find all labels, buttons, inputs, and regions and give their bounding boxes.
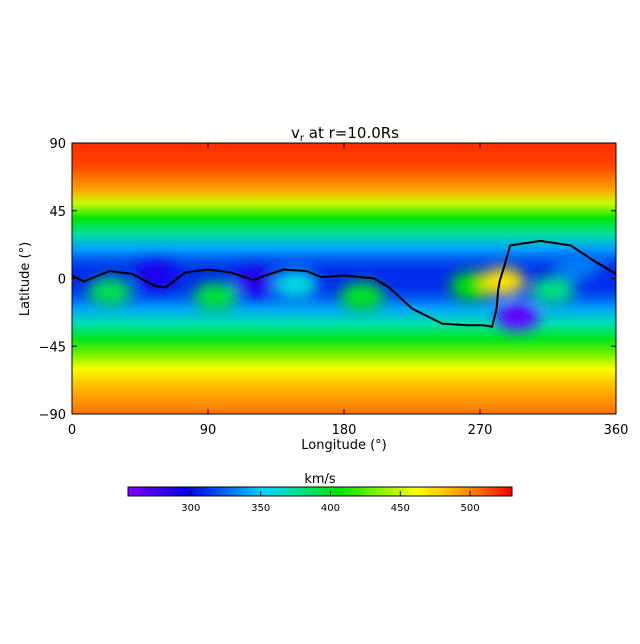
x-tick-label: 270 [468, 423, 493, 438]
chart-title-main: v [291, 124, 300, 142]
y-tick-label: 0 [58, 273, 66, 288]
speed-feature-10 [556, 252, 601, 281]
colorbar-tick-label: 500 [461, 503, 480, 514]
speed-feature-3 [340, 282, 385, 311]
y-axis-label: Latitude (°) [18, 242, 33, 316]
colorbar [127, 486, 513, 497]
x-tick-label: 0 [68, 423, 76, 438]
heatmap-features [87, 252, 601, 331]
speed-feature-9 [133, 261, 178, 290]
x-tick-label: 360 [604, 423, 629, 438]
speed-feature-0 [87, 278, 132, 307]
x-axis: 0 90 180 270 360 [68, 143, 629, 438]
speed-feature-1 [193, 282, 238, 311]
colorbar-tick-label: 350 [251, 503, 270, 514]
colorbar-label: km/s [304, 472, 336, 487]
colorbar-tick-label: 400 [321, 503, 340, 514]
chart-title-rest: at r=10.0Rs [304, 124, 399, 142]
speed-feature-8 [231, 267, 276, 296]
speed-feature-2 [273, 270, 318, 299]
neutral-line [72, 239, 616, 328]
y-tick-label: 45 [49, 205, 66, 220]
y-tick-label: −45 [39, 340, 66, 355]
colorbar-ticks: 300 350 400 450 500 [181, 491, 480, 514]
y-tick-label: 90 [49, 137, 66, 152]
y-axis: 90 45 0 −45 −90 [39, 137, 616, 423]
y-tick-label: −90 [39, 408, 66, 423]
x-tick-label: 180 [332, 423, 357, 438]
heatmap-area [72, 143, 616, 414]
colorbar-tick-label: 450 [391, 503, 410, 514]
speed-feature-5 [480, 267, 525, 296]
x-axis-label: Longitude (°) [301, 438, 386, 453]
chart-title: vr at r=10.0Rs [291, 124, 399, 144]
speed-feature-7 [495, 302, 540, 331]
x-tick-label: 90 [200, 423, 217, 438]
colorbar-tick-label: 300 [181, 503, 200, 514]
chart-title-sub: r [300, 133, 305, 144]
speed-feature-6 [530, 276, 575, 305]
